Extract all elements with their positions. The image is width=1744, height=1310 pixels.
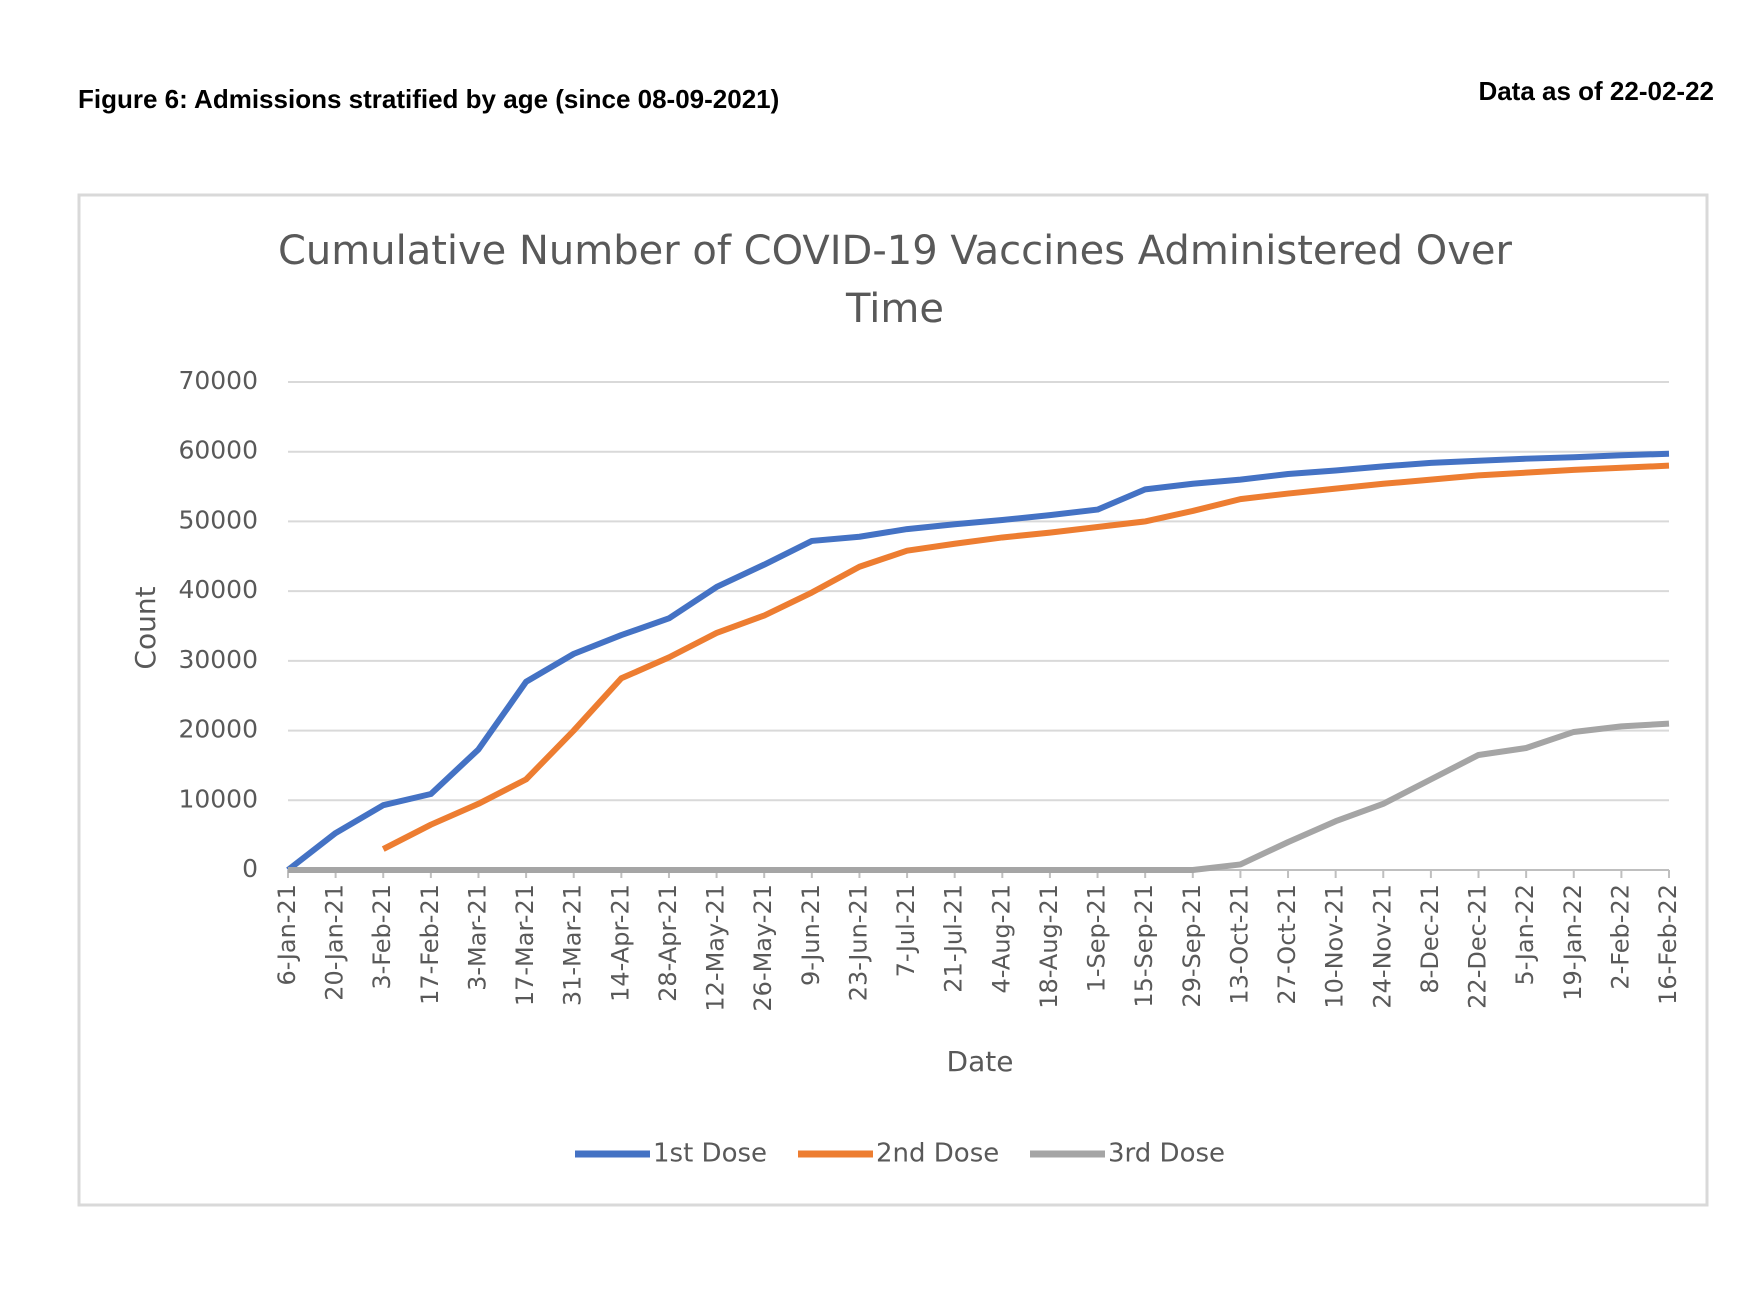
series-line: [286, 450, 1670, 873]
legend-label: 2nd Dose: [876, 1139, 999, 1169]
x-tick-label: 6-Jan-21: [273, 884, 301, 985]
x-tick-label: 24-Nov-21: [1368, 884, 1396, 1009]
x-tick-label: 5-Jan-22: [1511, 884, 1539, 985]
x-tick-label: 28-Apr-21: [654, 884, 682, 1002]
y-tick-label: 10000: [178, 784, 258, 813]
x-tick-label: 18-Aug-21: [1035, 884, 1063, 1009]
y-tick-label: 0: [242, 854, 258, 883]
y-tick-label: 70000: [178, 366, 258, 395]
x-axis-label: Date: [947, 1045, 1014, 1078]
x-tick-label: 17-Mar-21: [511, 884, 539, 1006]
x-tick-label: 1-Sep-21: [1083, 884, 1111, 992]
x-tick-label: 17-Feb-21: [416, 884, 444, 1005]
chart-title: Cumulative Number of COVID-19 Vaccines A…: [277, 228, 1512, 332]
y-axis-label: Count: [129, 586, 162, 669]
figure-label: Figure 6: Admissions stratified by age (…: [78, 84, 780, 114]
y-tick-label: 50000: [178, 505, 258, 534]
x-tick-label: 26-May-21: [749, 884, 777, 1012]
legend-label: 3rd Dose: [1108, 1139, 1225, 1169]
legend-label: 1st Dose: [653, 1139, 767, 1169]
x-tick-label: 21-Jul-21: [940, 884, 968, 993]
x-tick-label: 3-Mar-21: [463, 884, 491, 991]
x-tick-label: 14-Apr-21: [606, 884, 634, 1002]
x-tick-label: 22-Dec-21: [1464, 884, 1492, 1009]
y-tick-label: 40000: [178, 575, 258, 604]
x-tick-label: 31-Mar-21: [559, 884, 587, 1006]
x-tick-label: 8-Dec-21: [1416, 884, 1444, 994]
x-tick-label: 10-Nov-21: [1321, 884, 1349, 1009]
y-tick-label: 20000: [178, 715, 258, 744]
chart-frame: [77, 193, 1709, 1207]
x-tick-label: 15-Sep-21: [1130, 884, 1158, 1008]
y-tick-label: 30000: [178, 645, 258, 674]
data-note: Data as of 22-02-22: [1478, 76, 1714, 106]
x-tick-label: 7-Jul-21: [892, 884, 920, 977]
series-line: [381, 462, 1670, 852]
x-tick-label: 23-Jun-21: [844, 884, 872, 1001]
x-tick-label: 2-Feb-22: [1606, 884, 1634, 990]
x-tick-label: 29-Sep-21: [1178, 884, 1206, 1008]
x-tick-label: 4-Aug-21: [987, 884, 1015, 993]
x-tick-label: 19-Jan-22: [1559, 884, 1587, 1001]
x-tick-label: 12-May-21: [702, 884, 730, 1012]
x-tick-label: 16-Feb-22: [1654, 884, 1682, 1005]
x-tick-label: 13-Oct-21: [1225, 884, 1253, 1005]
x-tick-label: 20-Jan-21: [321, 884, 349, 1001]
y-tick-label: 60000: [178, 436, 258, 465]
series-line: [288, 720, 1670, 873]
x-tick-label: 3-Feb-21: [368, 884, 396, 990]
x-tick-label: 9-Jun-21: [797, 884, 825, 986]
x-tick-label: 27-Oct-21: [1273, 884, 1301, 1005]
